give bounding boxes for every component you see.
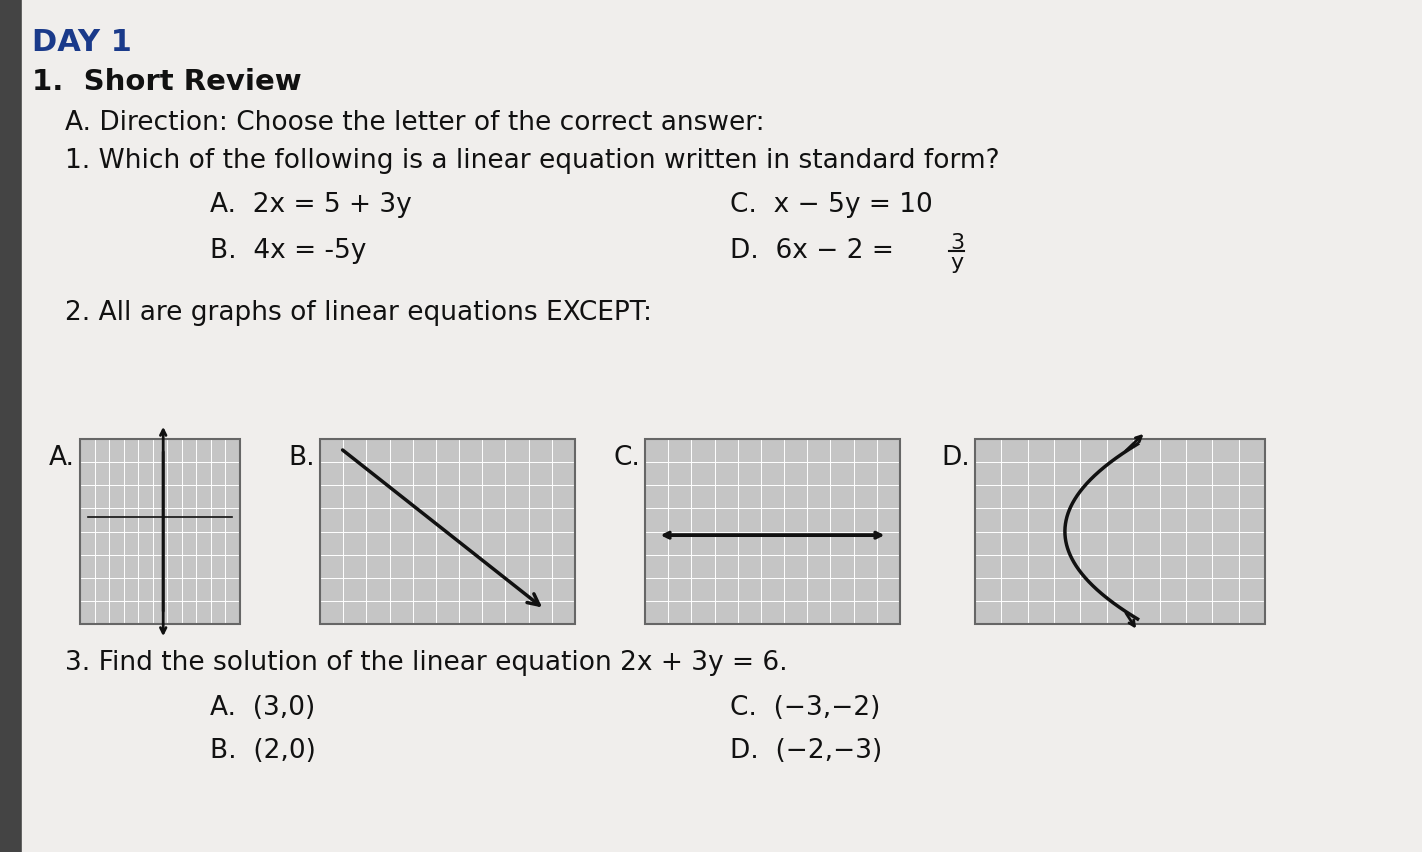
Text: 1. Which of the following is a linear equation written in standard form?: 1. Which of the following is a linear eq… [65, 148, 1000, 174]
Text: D.  (−2,−3): D. (−2,−3) [729, 737, 882, 763]
Text: B.  4x = -5y: B. 4x = -5y [210, 238, 367, 263]
Bar [975, 440, 1266, 625]
Bar [80, 440, 240, 625]
Bar [320, 440, 574, 625]
Bar [320, 440, 574, 625]
Text: A. Direction: Choose the letter of the correct answer:: A. Direction: Choose the letter of the c… [65, 110, 765, 135]
Bar [80, 440, 240, 625]
Bar [0, 0, 21, 852]
Text: D.  6x − 2 =: D. 6x − 2 = [729, 238, 902, 263]
Text: 2. All are graphs of linear equations EXCEPT:: 2. All are graphs of linear equations EX… [65, 300, 653, 325]
Bar [646, 440, 900, 625]
Text: C.  x − 5y = 10: C. x − 5y = 10 [729, 192, 933, 218]
Text: DAY 1: DAY 1 [33, 28, 132, 57]
Bar [975, 440, 1266, 625]
Bar [646, 440, 900, 625]
Text: B.: B. [289, 445, 316, 470]
Text: A.  2x = 5 + 3y: A. 2x = 5 + 3y [210, 192, 412, 218]
Text: 1.  Short Review: 1. Short Review [33, 68, 301, 96]
Text: 3. Find the solution of the linear equation 2x + 3y = 6.: 3. Find the solution of the linear equat… [65, 649, 788, 675]
Text: C.: C. [613, 445, 640, 470]
Text: B.  (2,0): B. (2,0) [210, 737, 316, 763]
Text: 3: 3 [950, 233, 964, 253]
Text: y: y [950, 253, 963, 273]
Text: A.: A. [48, 445, 75, 470]
Text: C.  (−3,−2): C. (−3,−2) [729, 694, 880, 720]
Text: D.: D. [941, 445, 970, 470]
Text: A.  (3,0): A. (3,0) [210, 694, 316, 720]
